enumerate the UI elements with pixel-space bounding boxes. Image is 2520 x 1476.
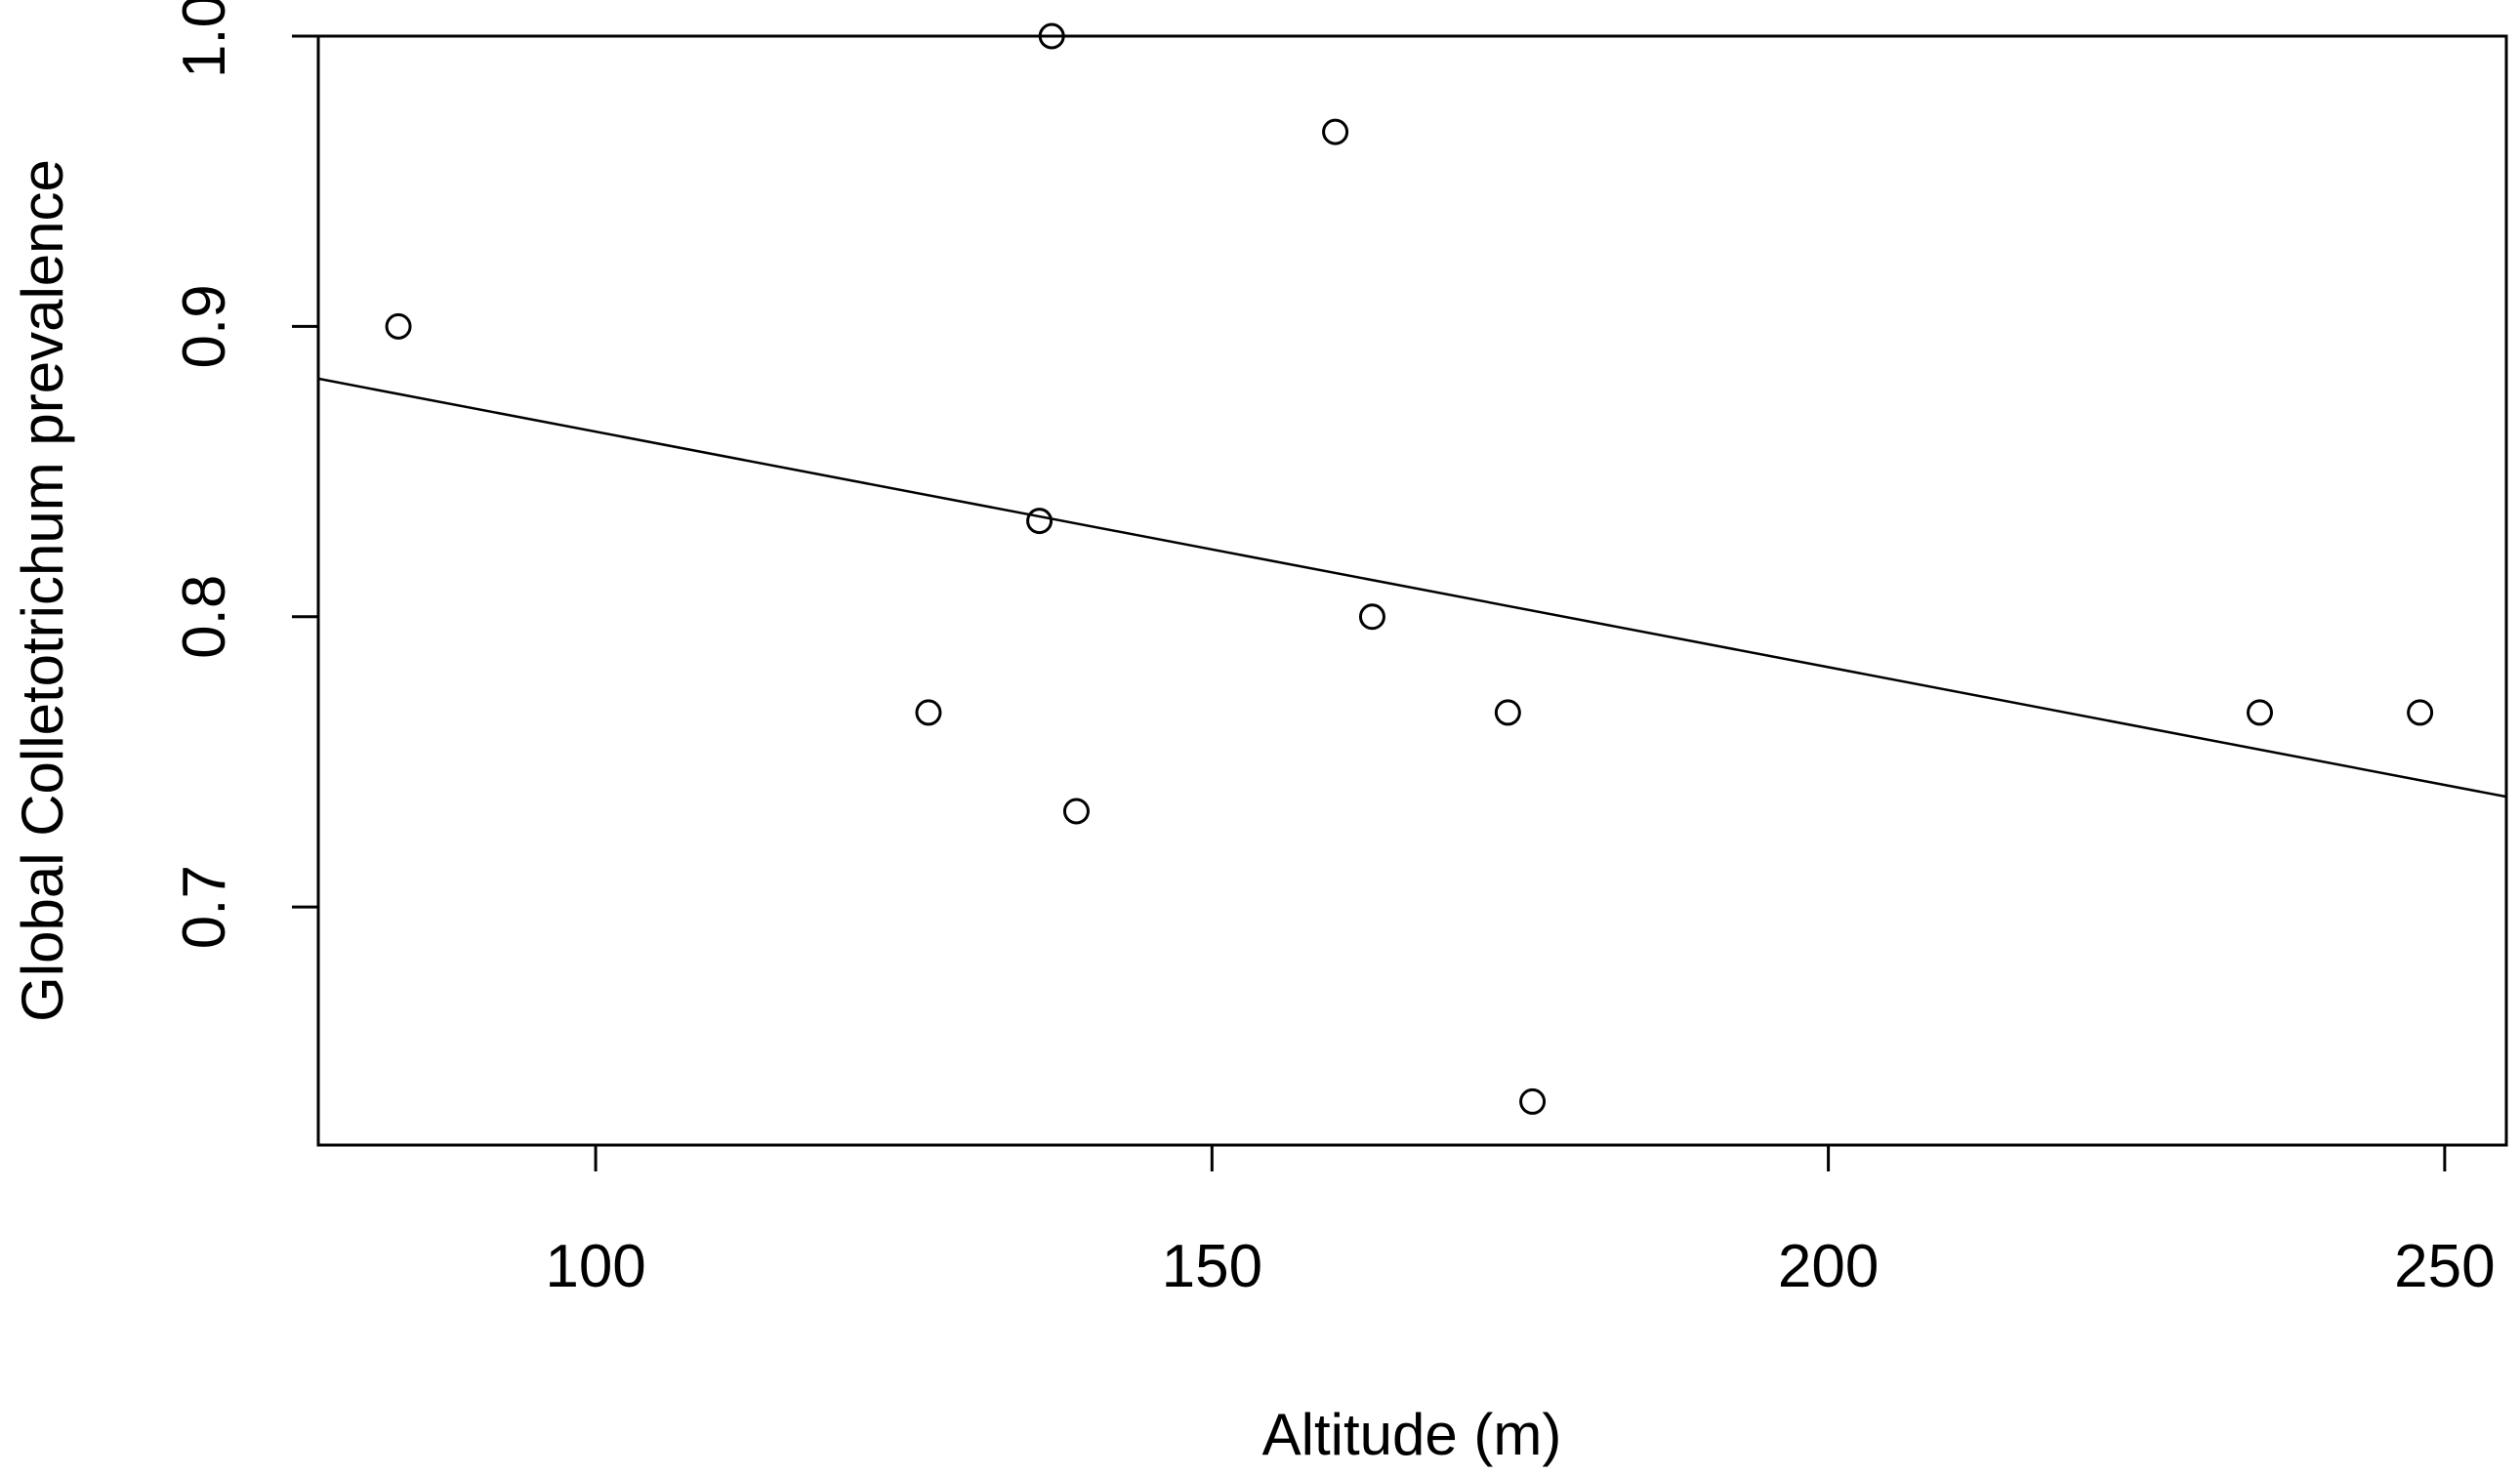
data-point [1322,118,1349,145]
data-point [1062,798,1090,825]
x-tick-label: 100 [545,1233,645,1300]
x-axis: 100 150 200 250 [545,1145,2496,1300]
data-point [385,312,412,340]
data-point [915,699,942,726]
y-axis: 0.7 0.8 0.9 1.0 [171,0,318,949]
y-tick-label: 0.8 [171,575,238,659]
data-point [2407,699,2434,726]
x-tick-label: 250 [2394,1233,2495,1300]
data-point [1358,603,1385,631]
x-tick-label: 200 [1778,1233,1879,1300]
data-point [1494,699,1521,726]
y-tick-label: 1.0 [171,0,238,78]
y-tick-label: 0.9 [171,284,238,368]
data-point [1026,508,1053,535]
y-tick-label: 0.7 [171,865,238,949]
y-axis-label: Global Colletotrichum prevalence [10,159,75,1022]
x-axis-label: Altitude (m) [1262,1402,1562,1467]
data-point [1519,1087,1547,1115]
data-point [2246,699,2273,726]
regression-line [317,377,2507,799]
plot-frame [316,34,2508,1147]
x-tick-label: 150 [1162,1233,1262,1300]
data-point [1038,22,1065,50]
data-points [385,22,2434,1115]
